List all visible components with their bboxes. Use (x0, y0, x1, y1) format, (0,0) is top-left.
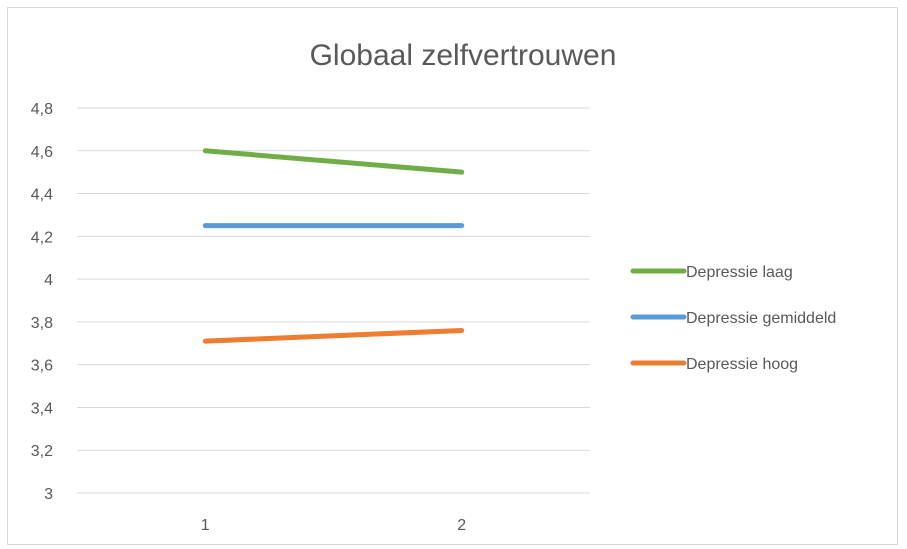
y-tick-label: 3 (44, 486, 53, 503)
chart-frame (7, 7, 898, 545)
y-axis-ticks: 3 3,2 3,4 3,6 3,8 4 4,2 4,4 4,6 4,8 (31, 101, 53, 503)
legend: Depressie laag Depressie gemiddeld Depress… (630, 264, 836, 373)
y-tick-label: 3,8 (31, 315, 53, 332)
y-tick-label: 3,2 (31, 443, 53, 460)
series-lines (202, 148, 465, 344)
legend-label: Depressie gemiddeld (686, 310, 836, 327)
y-tick-label: 3,6 (31, 358, 53, 375)
x-tick-label: 1 (201, 517, 210, 534)
series-line-0 (202, 148, 465, 175)
legend-label: Depressie hoog (686, 356, 798, 373)
chart-title: Globaal zelfvertrouwen (310, 39, 617, 72)
y-tick-label: 4 (44, 272, 53, 289)
y-tick-label: 4,4 (31, 187, 53, 204)
x-tick-label: 2 (457, 517, 466, 534)
y-tick-label: 3,4 (31, 400, 53, 417)
legend-label: Depressie laag (686, 264, 793, 281)
gridlines (77, 107, 590, 494)
y-tick-label: 4,8 (31, 101, 53, 118)
series-line-2 (202, 327, 465, 344)
y-tick-label: 4,6 (31, 144, 53, 161)
y-tick-label: 4,2 (31, 229, 53, 246)
